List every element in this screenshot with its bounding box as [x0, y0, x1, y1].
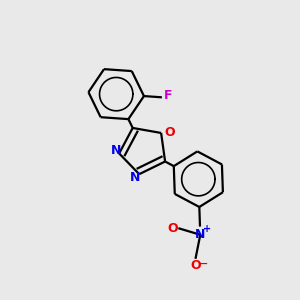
Text: N: N: [195, 228, 206, 241]
Text: −: −: [199, 259, 208, 269]
Text: +: +: [203, 224, 211, 234]
Text: O: O: [167, 222, 178, 235]
Text: N: N: [130, 171, 140, 184]
Text: O: O: [164, 127, 175, 140]
Text: O: O: [190, 259, 201, 272]
Text: N: N: [111, 144, 121, 157]
Text: F: F: [164, 89, 172, 102]
